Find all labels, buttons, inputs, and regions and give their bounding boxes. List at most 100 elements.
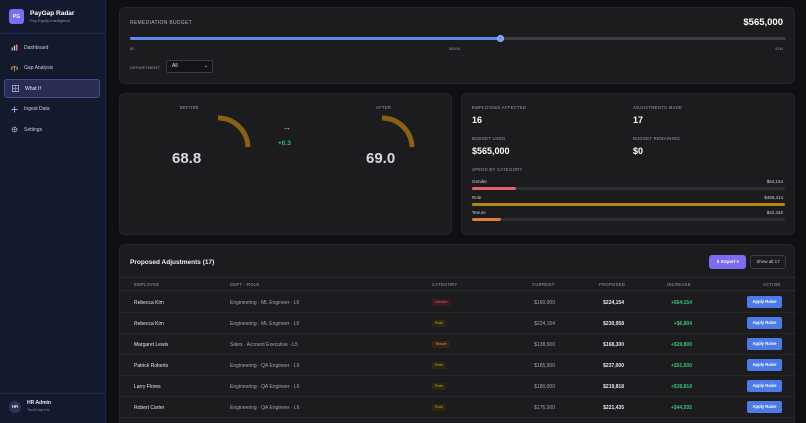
column-header: DEPT - ROLE <box>230 282 260 287</box>
increase-amount: +$51,500 <box>671 363 692 369</box>
category-bar-tenure <box>472 218 785 221</box>
budget-used-value: $565,000 <box>472 146 510 156</box>
slider-min-label: $0 <box>130 46 135 51</box>
proposed-salary: $224,154 <box>603 300 624 306</box>
divider <box>0 393 106 394</box>
category-badge: Role <box>432 383 446 390</box>
department-value: All <box>172 63 178 69</box>
current-salary: $138,500 <box>534 342 555 348</box>
apply-raise-button[interactable]: Apply Raise <box>747 317 782 329</box>
arrow-right-icon: → <box>282 122 291 132</box>
brand[interactable]: PG PayGap Radar Pay Equity Intelligence <box>9 9 74 24</box>
sidebar: PG PayGap Radar Pay Equity Intelligence … <box>0 0 106 423</box>
impact-stats-card: EMPLOYEES AFFECTED 16 ADJUSTMENTS MADE 1… <box>461 93 795 235</box>
brand-logo: PG <box>9 9 24 24</box>
after-gauge <box>381 115 415 148</box>
category-badge: Role <box>432 320 446 327</box>
after-label: AFTER <box>376 105 392 110</box>
sidebar-item-gap-analysis[interactable]: Gap Analysis <box>4 59 100 78</box>
user-name: HR Admin <box>27 400 51 406</box>
employee-name: Margaret Lewis <box>134 342 169 348</box>
scale-icon <box>11 65 18 72</box>
proposed-adjustments-card: Proposed Adjustments (17) ⬇ Export ▾ Sho… <box>119 244 796 423</box>
budget-remaining-value: $0 <box>633 146 644 156</box>
user-org: TechCorp Inc. <box>27 408 51 412</box>
before-label: BEFORE <box>180 105 200 110</box>
chevron-down-icon: ⌄ <box>203 63 208 69</box>
sidebar-item-label: Settings <box>24 126 43 133</box>
proposed-salary: $221,435 <box>603 405 624 411</box>
sidebar-item-settings[interactable]: Settings <box>4 120 100 139</box>
category-badge: Tenure <box>432 341 450 348</box>
divider <box>0 33 106 34</box>
category-amount-gender: $64,154 <box>766 179 783 184</box>
table-row: Larry Flores Engineering · QA Engineer · … <box>120 376 796 397</box>
gear-icon <box>11 126 18 133</box>
show-all-button[interactable]: Show all 17 <box>750 255 786 269</box>
increase-amount: +$29,800 <box>671 342 692 348</box>
adjustments-made-label: ADJUSTMENTS MADE <box>633 105 683 110</box>
proposed-salary: $219,818 <box>603 384 624 390</box>
category-fill <box>472 218 502 221</box>
sidebar-item-dashboard[interactable]: Dashboard <box>4 38 100 57</box>
sidebar-nav: Dashboard Gap Analysis What If Ingest Da… <box>4 38 100 141</box>
proposed-salary: $230,958 <box>603 321 624 327</box>
brand-subtitle: Pay Equity Intelligence <box>30 17 71 23</box>
department-label: DEPARTMENT <box>130 65 161 70</box>
table-row: Robert Carter Engineering · QA Engineer ·… <box>120 397 796 418</box>
apply-raise-button[interactable]: Apply Raise <box>747 359 782 371</box>
slider-mid-label: $500K <box>449 46 461 51</box>
user-profile[interactable]: HR HR Admin TechCorp Inc. <box>9 400 51 413</box>
apply-raise-button[interactable]: Apply Raise <box>747 380 782 392</box>
current-salary: $180,000 <box>534 384 555 390</box>
employees-affected-value: 16 <box>472 115 483 125</box>
employee-name: Patrick Roberts <box>134 363 169 369</box>
adjustments-made-value: 17 <box>633 115 644 125</box>
table-row: Margaret Lewis Sales · Account Executive … <box>120 334 796 355</box>
employee-name: Larry Flores <box>134 384 161 390</box>
avatar: HR <box>9 400 21 413</box>
column-header: CURRENT <box>532 282 555 287</box>
increase-amount: +$64,154 <box>671 300 692 306</box>
export-button[interactable]: ⬇ Export ▾ <box>709 255 746 269</box>
budget-slider[interactable] <box>130 35 786 42</box>
dept-role: Engineering · QA Engineer · L6 <box>230 384 300 390</box>
budget-value: $565,000 <box>743 17 783 28</box>
sidebar-item-what-if[interactable]: What If <box>4 79 100 98</box>
grid-icon <box>12 85 19 92</box>
apply-raise-button[interactable]: Apply Raise <box>747 338 782 350</box>
plus-icon <box>11 106 18 113</box>
equity-score-card: BEFORE 68.8 → +0.3 AFTER 69.0 <box>119 93 452 235</box>
spend-by-category-label: SPEND BY CATEGORY <box>472 167 523 172</box>
apply-raise-button[interactable]: Apply Raise <box>747 401 782 413</box>
proposed-salary: $237,000 <box>603 363 624 369</box>
category-amount-role: $458,414 <box>764 195 783 200</box>
sidebar-item-label: What If <box>25 85 41 92</box>
before-score: 68.8 <box>172 150 202 167</box>
employee-name: Rebecca Kim <box>134 300 164 306</box>
category-amount-tenure: $42,432 <box>766 210 783 215</box>
apply-raise-button[interactable]: Apply Raise <box>747 296 782 308</box>
table-row: Rebecca Kim Engineering · ML Engineer · L… <box>120 313 796 334</box>
employee-name: Robert Carter <box>134 405 165 411</box>
sidebar-item-label: Gap Analysis <box>24 65 54 71</box>
table-header: EMPLOYEE DEPT - ROLE CATEGORY CURRENT PR… <box>120 277 796 291</box>
table-row: Patrick Roberts Engineering · QA Engineer… <box>120 355 796 376</box>
slider-max-label: $1M <box>775 46 783 51</box>
sidebar-item-ingest-data[interactable]: Ingest Data <box>4 100 100 119</box>
score-delta: +0.3 <box>278 140 291 147</box>
chart-icon <box>11 44 18 51</box>
table-row: Rebecca Kim Engineering · ML Engineer · L… <box>120 292 796 313</box>
category-bar-role <box>472 203 785 206</box>
column-header: PROPOSED <box>599 282 626 287</box>
brand-name: PayGap Radar <box>30 9 75 17</box>
after-score: 69.0 <box>366 150 396 167</box>
budget-used-label: BUDGET USED <box>472 136 506 141</box>
slider-thumb[interactable] <box>497 35 505 42</box>
dept-role: Engineering · ML Engineer · L6 <box>230 300 300 306</box>
category-badge: Role <box>432 362 446 369</box>
employees-affected-label: EMPLOYEES AFFECTED <box>472 105 527 110</box>
sidebar-item-label: Ingest Data <box>24 106 50 112</box>
category-badge: Gender <box>432 299 451 306</box>
department-select[interactable]: All ⌄ <box>166 60 213 73</box>
